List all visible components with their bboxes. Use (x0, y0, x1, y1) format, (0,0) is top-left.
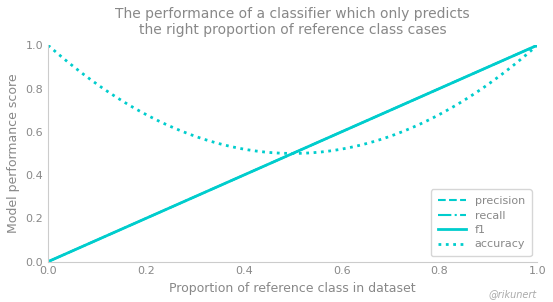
f1 (45, 260, 51, 263)
f1 (336, 131, 343, 135)
Y-axis label: Model performance score: Model performance score (7, 74, 20, 233)
recall (45, 260, 51, 263)
precision (45, 260, 51, 263)
Line: precision: precision (48, 45, 538, 262)
accuracy (46, 45, 53, 49)
recall (46, 259, 53, 263)
precision (457, 77, 463, 81)
accuracy (346, 146, 352, 149)
f1 (335, 132, 341, 135)
precision (534, 43, 541, 47)
recall (336, 131, 343, 135)
Title: The performance of a classifier which only predicts
the right proportion of refe: The performance of a classifier which on… (116, 7, 470, 37)
accuracy (490, 79, 497, 83)
accuracy (45, 43, 51, 47)
precision (335, 132, 341, 135)
f1 (457, 77, 463, 81)
X-axis label: Proportion of reference class in dataset: Proportion of reference class in dataset (169, 282, 416, 295)
Legend: precision, recall, f1, accuracy: precision, recall, f1, accuracy (431, 189, 531, 256)
accuracy (534, 43, 541, 47)
f1 (534, 43, 541, 47)
accuracy (336, 148, 343, 151)
accuracy (338, 147, 345, 151)
recall (457, 77, 463, 81)
precision (344, 127, 351, 131)
recall (534, 43, 541, 47)
f1 (46, 259, 53, 263)
precision (488, 64, 495, 67)
precision (336, 131, 343, 135)
f1 (344, 127, 351, 131)
recall (344, 127, 351, 131)
accuracy (289, 152, 295, 155)
recall (335, 132, 341, 135)
recall (488, 64, 495, 67)
Line: recall: recall (48, 45, 538, 262)
accuracy (458, 100, 465, 103)
f1 (488, 64, 495, 67)
precision (46, 259, 53, 263)
Text: @rikunert: @rikunert (488, 289, 536, 299)
Line: f1: f1 (48, 45, 538, 262)
Line: accuracy: accuracy (48, 45, 538, 153)
